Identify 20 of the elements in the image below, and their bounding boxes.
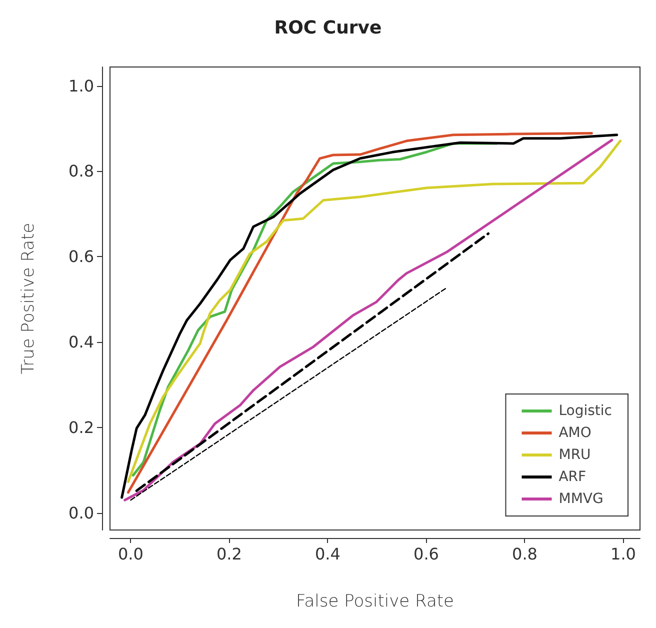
legend-label: ARF: [558, 469, 586, 485]
y-axis-title: True Positive Rate: [18, 222, 38, 374]
y-tick-label: 1.0: [68, 76, 94, 96]
y-tick-label: 0.2: [68, 418, 94, 437]
legend-label: AMO: [558, 425, 592, 441]
legend-label: MMVG: [558, 491, 604, 507]
y-tick-label: 0.8: [68, 162, 94, 181]
x-tick-label: 1.0: [610, 544, 636, 564]
x-tick-label: 0.0: [118, 544, 144, 564]
y-tick-label: 0.4: [68, 332, 94, 352]
legend-label: Logistic: [558, 403, 612, 419]
y-tick-label: 0.0: [68, 503, 94, 522]
y-tick-label: 0.6: [68, 247, 94, 266]
x-tick-label: 0.8: [512, 544, 538, 564]
x-tick-label: 0.4: [314, 544, 340, 564]
x-tick-label: 0.6: [414, 544, 439, 564]
chart-title: ROC Curve: [274, 18, 382, 38]
legend-label: MRU: [558, 447, 591, 463]
x-axis-title: False Positive Rate: [296, 592, 454, 612]
x-tick-label: 0.2: [216, 544, 242, 564]
